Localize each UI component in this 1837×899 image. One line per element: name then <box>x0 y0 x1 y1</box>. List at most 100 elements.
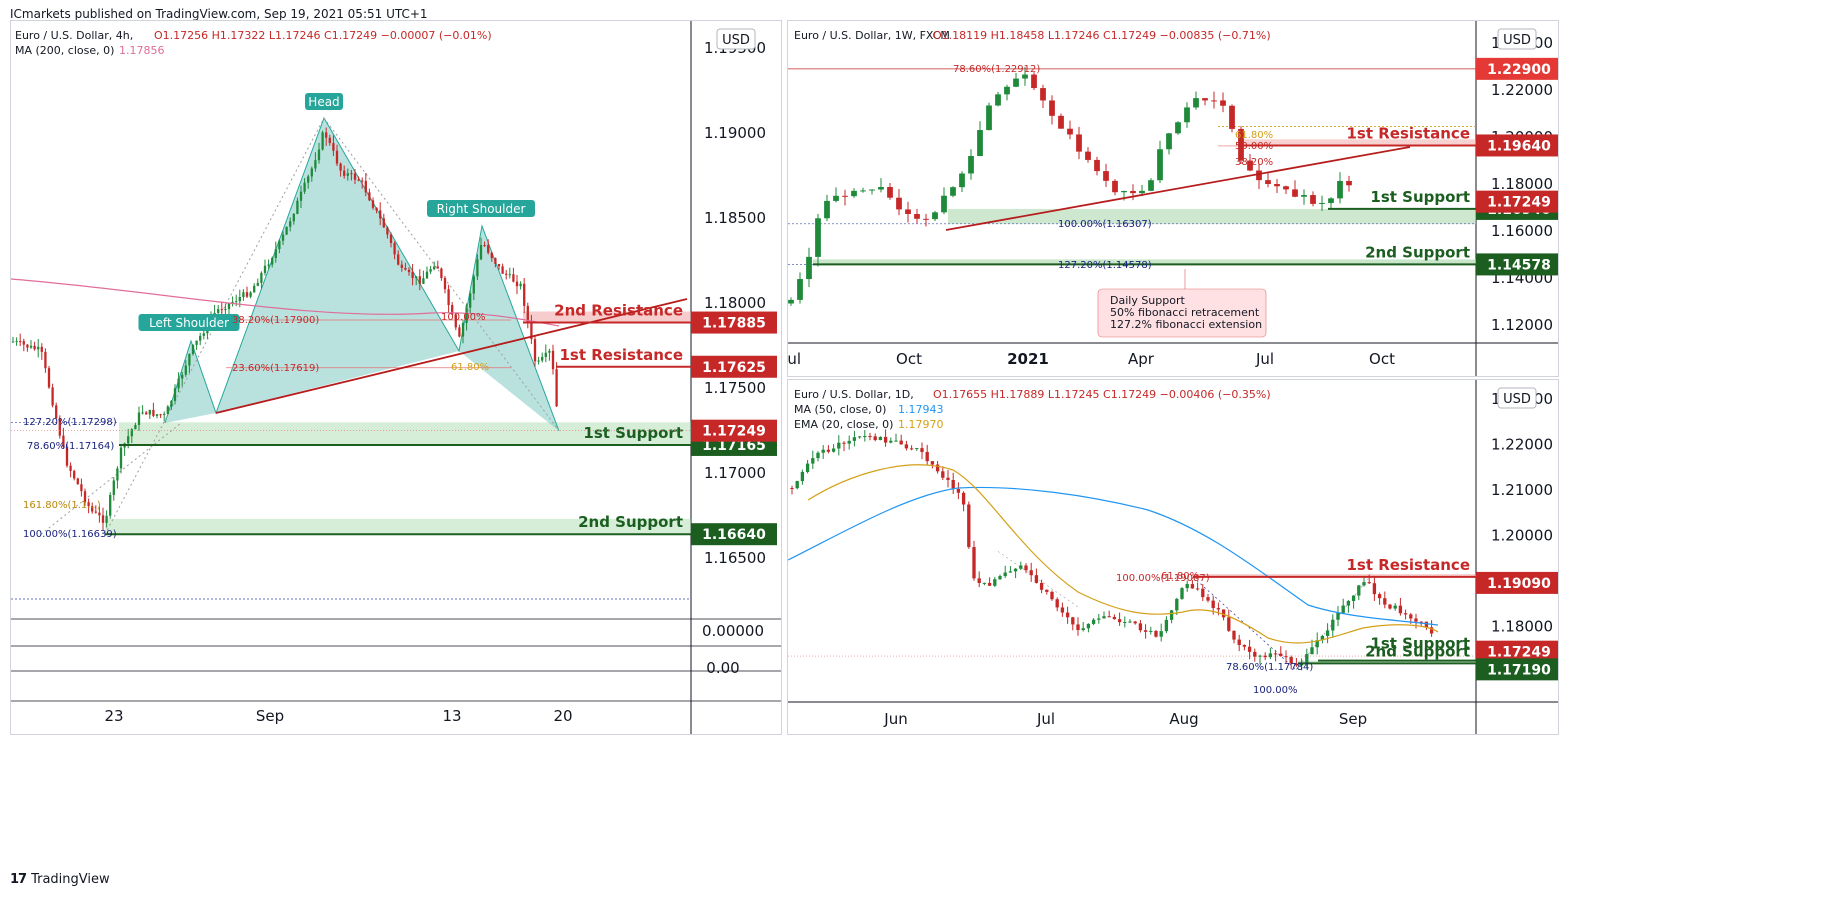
candle-candle <box>245 292 249 297</box>
chart-panel-4h[interactable]: 1.195001.190001.185001.180001.175001.170… <box>10 20 782 735</box>
candle-candle <box>1139 190 1145 194</box>
chart-panel-weekly[interactable]: 1.240001.220001.200001.180001.160001.140… <box>787 20 1559 377</box>
candle-candle <box>1112 180 1118 193</box>
candle-candle <box>1237 639 1241 645</box>
legend-ohlc: O1.17655 H1.17889 L1.17245 C1.17249 −0.0… <box>933 388 1271 401</box>
candle-candle <box>1315 640 1319 648</box>
x-tick-label: Oct <box>896 350 922 368</box>
candle-candle <box>1292 189 1298 197</box>
note-line-2: 127.2% fibonacci extension <box>1110 318 1262 331</box>
candle-candle <box>130 429 133 437</box>
tradingview-logo[interactable]: 17 TradingView <box>10 872 110 887</box>
legend-ma: MA (200, close, 0) <box>15 44 114 57</box>
candle-candle <box>227 303 231 310</box>
candle-candle <box>894 440 898 442</box>
ma200-line <box>11 278 560 327</box>
candle-candle <box>887 187 893 198</box>
candle-candle <box>986 105 992 131</box>
candle-candle <box>418 276 421 284</box>
candle-candle <box>1310 647 1314 655</box>
candle-candle <box>987 582 992 586</box>
candle-candle <box>37 346 40 350</box>
candle-candle <box>145 412 148 415</box>
candle-candle <box>1049 100 1055 116</box>
candle-candle <box>1071 617 1075 625</box>
osc-tick-label: 0.00 <box>706 659 739 677</box>
candle-candle <box>494 258 497 264</box>
candle-candle <box>1067 128 1073 135</box>
chart-panel-daily[interactable]: 1.230001.220001.210001.200001.190001.180… <box>787 379 1559 735</box>
candle-candle <box>231 301 234 304</box>
candle-candle <box>959 173 965 188</box>
candle-candle <box>1076 134 1082 152</box>
candle-candle <box>1211 100 1217 102</box>
candle-candle <box>285 226 288 235</box>
candle-candle <box>998 576 1002 580</box>
ema20-line <box>807 464 1439 644</box>
candle-candle <box>1166 133 1172 150</box>
candle-candle <box>238 297 241 302</box>
candle-candle <box>375 207 378 211</box>
candle-candle <box>1022 74 1028 79</box>
note-line-1: 50% fibonacci retracement <box>1110 306 1260 319</box>
currency-label: USD <box>722 33 750 48</box>
candle-candle <box>465 307 468 323</box>
candle-candle <box>869 189 875 191</box>
chart-4h-svg[interactable]: 1.195001.190001.185001.180001.175001.170… <box>11 21 782 735</box>
candle-candle <box>1419 621 1423 623</box>
candle-candle <box>831 448 836 452</box>
candle-candle <box>548 350 551 353</box>
current-price: 1.17249 <box>702 424 766 440</box>
2nd-support-price: 1.16640 <box>702 527 766 543</box>
candle-candle <box>1055 599 1059 608</box>
candle-candle <box>386 227 389 235</box>
candle-candle <box>555 369 558 407</box>
candle-candle <box>1031 74 1037 89</box>
candle-candle <box>977 578 981 583</box>
chart-weekly-svg[interactable]: 1.240001.220001.200001.180001.160001.140… <box>788 21 1559 377</box>
candle-candle <box>863 436 867 438</box>
candle-candle <box>800 471 805 482</box>
publish-header: ICmarkets published on TradingView.com, … <box>10 7 428 21</box>
fib-label: 127.20%(1.17298) <box>23 417 117 428</box>
candle-candle <box>1336 612 1340 620</box>
candle-candle <box>1201 588 1205 598</box>
candle-candle <box>1004 86 1010 95</box>
candle-candle <box>328 137 331 144</box>
candle-candle <box>274 249 277 258</box>
candle-candle <box>83 491 87 503</box>
candle-candle <box>335 150 339 164</box>
candle-candle <box>790 488 794 489</box>
candle-candle <box>134 424 137 430</box>
candle-candle <box>1143 630 1148 632</box>
candle-candle <box>788 299 794 304</box>
support-zone-1 <box>948 208 1476 224</box>
candle-candle <box>1206 597 1210 601</box>
candle-candle <box>1301 195 1307 197</box>
candle-candle <box>65 446 69 466</box>
candle-candle <box>1337 180 1343 199</box>
candle-candle <box>847 440 851 444</box>
candle-candle <box>1091 619 1096 624</box>
candle-candle <box>925 451 929 462</box>
candle-candle <box>1175 598 1179 611</box>
candle-candle <box>1003 572 1007 577</box>
pattern-label-2: Right Shoulder <box>437 202 526 216</box>
candle-candle <box>382 218 385 228</box>
candle-candle <box>181 374 184 379</box>
candle-candle <box>483 245 486 247</box>
candle-candle <box>80 484 83 492</box>
x-tick-label: Jul <box>1036 710 1055 728</box>
chart-daily-svg[interactable]: 1.230001.220001.210001.200001.190001.180… <box>788 380 1559 735</box>
candle-candle <box>1154 630 1158 637</box>
candle-candle <box>972 547 976 579</box>
1st-resistance-text: 1st Resistance <box>1346 556 1470 574</box>
candle-candle <box>263 265 267 273</box>
candle-candle <box>1242 644 1247 647</box>
fib-label: 61.80% <box>451 362 489 373</box>
candle-candle <box>951 479 955 490</box>
candle-candle <box>425 271 429 279</box>
candle-candle <box>1097 618 1101 620</box>
candle-candle <box>1133 621 1137 624</box>
candle-candle <box>69 465 72 471</box>
